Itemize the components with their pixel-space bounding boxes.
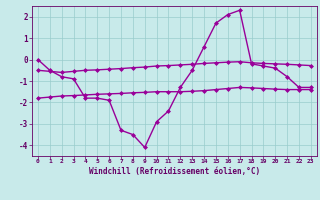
X-axis label: Windchill (Refroidissement éolien,°C): Windchill (Refroidissement éolien,°C) — [89, 167, 260, 176]
